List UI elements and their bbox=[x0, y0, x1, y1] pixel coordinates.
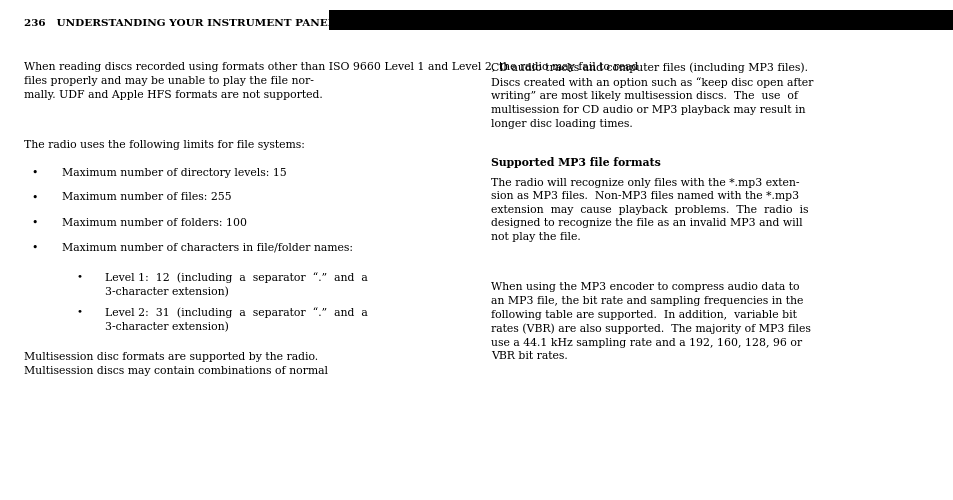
Text: Supported MP3 file formats: Supported MP3 file formats bbox=[491, 158, 660, 168]
Text: •: • bbox=[31, 168, 38, 177]
Text: Level 1:  12  (including  a  separator  “.”  and  a
3-character extension): Level 1: 12 (including a separator “.” a… bbox=[105, 272, 367, 297]
Text: •: • bbox=[76, 272, 82, 281]
Text: Multisession disc formats are supported by the radio.
Multisession discs may con: Multisession disc formats are supported … bbox=[24, 352, 328, 376]
Text: CD audio tracks and computer files (including MP3 files).
Discs created with an : CD audio tracks and computer files (incl… bbox=[491, 62, 813, 128]
Text: •: • bbox=[31, 242, 38, 252]
Text: •: • bbox=[31, 218, 38, 228]
Text: •: • bbox=[31, 192, 38, 202]
Text: Maximum number of folders: 100: Maximum number of folders: 100 bbox=[62, 218, 247, 228]
Text: The radio will recognize only files with the *.mp3 exten-
sion as MP3 files.  No: The radio will recognize only files with… bbox=[491, 178, 808, 242]
Text: Maximum number of characters in file/folder names:: Maximum number of characters in file/fol… bbox=[62, 242, 353, 252]
Text: The radio uses the following limits for file systems:: The radio uses the following limits for … bbox=[24, 140, 304, 150]
Text: Maximum number of directory levels: 15: Maximum number of directory levels: 15 bbox=[62, 168, 287, 177]
Text: When reading discs recorded using formats other than ISO 9660 Level 1 and Level : When reading discs recorded using format… bbox=[24, 62, 638, 100]
Text: •: • bbox=[76, 308, 82, 316]
Text: 236   UNDERSTANDING YOUR INSTRUMENT PANEL: 236 UNDERSTANDING YOUR INSTRUMENT PANEL bbox=[24, 18, 335, 28]
Bar bbox=[329, 10, 953, 30]
Text: Level 2:  31  (including  a  separator  “.”  and  a
3-character extension): Level 2: 31 (including a separator “.” a… bbox=[105, 308, 367, 332]
Text: When using the MP3 encoder to compress audio data to
an MP3 file, the bit rate a: When using the MP3 encoder to compress a… bbox=[491, 282, 810, 362]
Text: Maximum number of files: 255: Maximum number of files: 255 bbox=[62, 192, 232, 202]
